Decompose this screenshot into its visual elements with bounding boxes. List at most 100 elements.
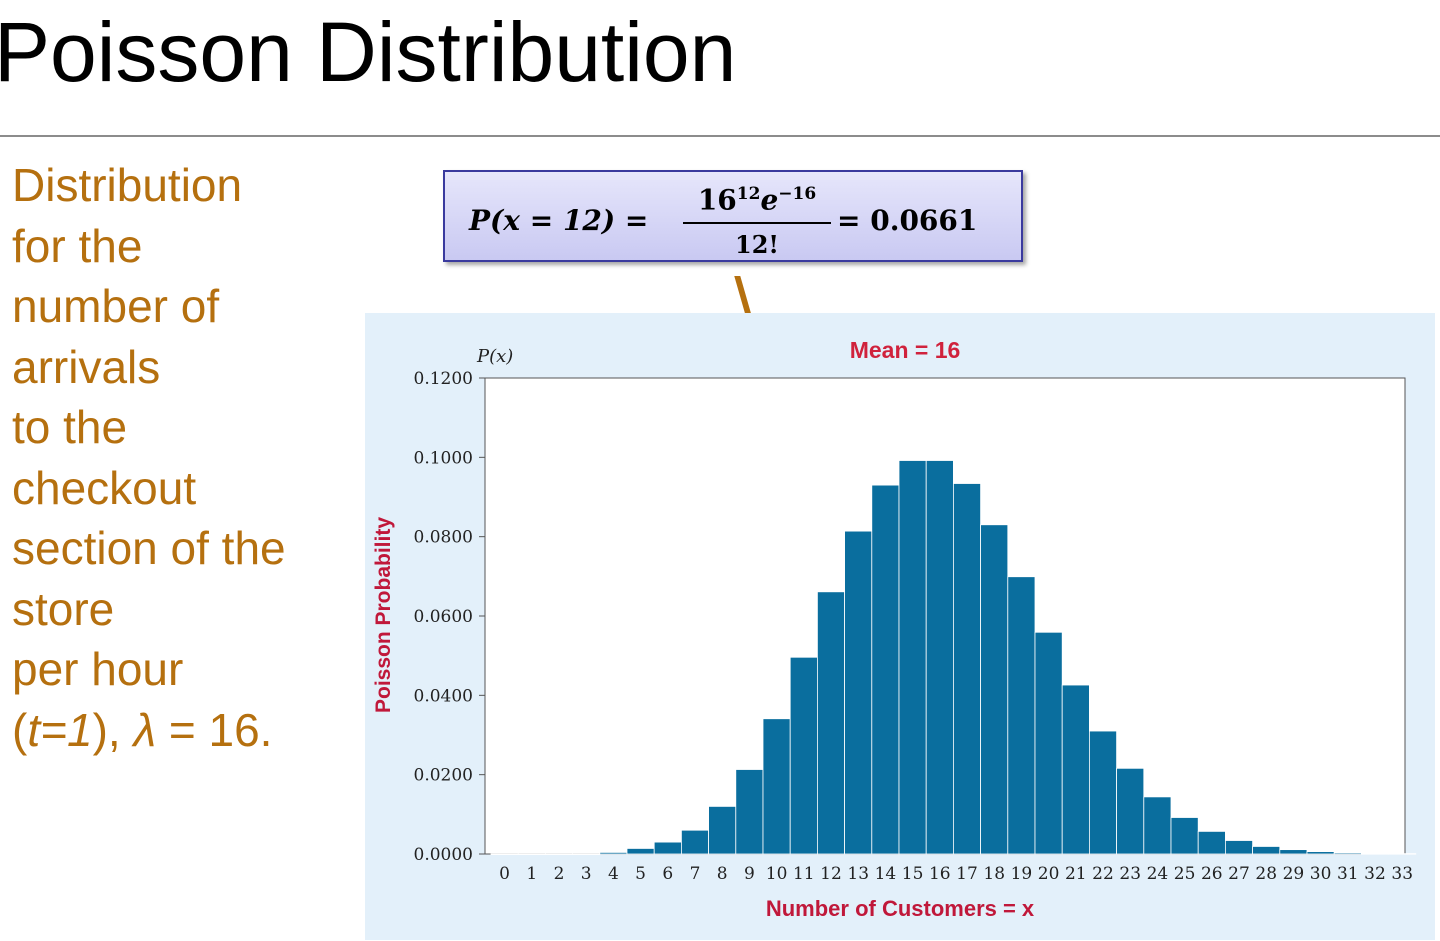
- x-tick-label: 32: [1364, 864, 1386, 884]
- y-tick-label: 0.0000: [414, 845, 473, 865]
- bar-11: [789, 656, 818, 855]
- x-tick-label: 29: [1283, 864, 1305, 884]
- slide-title: Poisson Distribution: [0, 5, 737, 99]
- bar-2: [544, 853, 573, 856]
- y-tick-label: 0.0600: [414, 607, 473, 627]
- bar-20: [1034, 631, 1063, 855]
- x-tick-label: 31: [1337, 864, 1359, 884]
- formula-callout: P(x = 12) = 1612e−16 12! = 0.0661: [443, 170, 1023, 262]
- bar-17: [953, 483, 982, 855]
- y-tick-label: 0.0800: [414, 528, 473, 548]
- y-axis-top-label: P(x): [476, 346, 513, 367]
- x-tick-label: 16: [929, 864, 951, 884]
- x-tick-label: 2: [554, 864, 565, 884]
- formula-result: = 0.0661: [837, 204, 978, 237]
- bar-9: [735, 769, 764, 855]
- chart-title: Mean = 16: [850, 337, 961, 363]
- description-line: store: [12, 582, 115, 635]
- bar-19: [1007, 576, 1036, 855]
- x-tick-label: 12: [820, 864, 842, 884]
- y-tick-label: 0.1000: [414, 448, 473, 468]
- x-tick-label: 22: [1092, 864, 1114, 884]
- x-tick-label: 11: [793, 864, 815, 884]
- description-line: to the: [12, 401, 128, 453]
- bar-7: [680, 829, 709, 855]
- bar-6: [653, 841, 682, 855]
- x-tick-label: 26: [1201, 864, 1223, 884]
- formula-e: e: [760, 183, 779, 217]
- x-tick-label: 5: [635, 864, 646, 884]
- x-tick-label: 33: [1391, 864, 1413, 884]
- x-axis-label: Number of Customers = x: [766, 896, 1035, 921]
- bar-21: [1061, 684, 1090, 855]
- bar-12: [816, 591, 845, 855]
- x-tick-label: 10: [766, 864, 788, 884]
- bar-8: [708, 805, 737, 855]
- title-divider: [0, 135, 1440, 137]
- y-tick-label: 0.0200: [414, 766, 473, 786]
- x-tick-label: 21: [1065, 864, 1087, 884]
- bar-3: [572, 853, 601, 856]
- x-tick-label: 20: [1038, 864, 1060, 884]
- y-tick-label: 0.1200: [414, 369, 473, 389]
- bar-14: [871, 484, 900, 855]
- description-line: per hour: [12, 643, 184, 695]
- x-tick-label: 7: [690, 864, 701, 884]
- x-tick-label: 25: [1174, 864, 1196, 884]
- bar-23: [1116, 767, 1145, 855]
- bar-1: [517, 853, 546, 856]
- bar-24: [1143, 796, 1172, 855]
- bar-27: [1225, 840, 1254, 855]
- poisson-bar-chart: 0.0000 0.0200 0.0400 0.0600 0.0800 0.1000 0.12…: [372, 337, 1417, 921]
- bar-13: [844, 530, 873, 855]
- description-line: checkout: [12, 461, 197, 514]
- bar-10: [762, 718, 791, 855]
- x-tick-label: 24: [1147, 864, 1169, 884]
- x-tick-label: 19: [1011, 864, 1033, 884]
- x-tick-label: 1: [526, 864, 537, 884]
- chart-panel: 0.0000 0.0200 0.0400 0.0600 0.0800 0.1000 0.12…: [365, 313, 1435, 940]
- x-tick-label: 8: [717, 864, 728, 884]
- x-tick-label: 4: [608, 864, 619, 884]
- x-tick-label: 9: [744, 864, 755, 884]
- description-line-lambda: (t=1), λ = 16.: [12, 703, 273, 756]
- x-tick-label: 6: [662, 864, 673, 884]
- x-tick-label: 28: [1255, 864, 1277, 884]
- x-tick-label: 0: [499, 864, 510, 884]
- bar-32: [1361, 853, 1390, 855]
- bar-0: [490, 853, 519, 856]
- formula-fraction: 1612e−16 12!: [683, 174, 831, 264]
- y-tick-label: 0.0400: [414, 686, 473, 706]
- bar-31: [1333, 852, 1362, 855]
- bar-16: [925, 460, 954, 855]
- description-line: section of the: [12, 522, 286, 574]
- description-text: Distribution for the number of arrivals …: [12, 155, 352, 760]
- bar-5: [626, 848, 655, 855]
- bar-25: [1170, 817, 1199, 855]
- bar-4: [599, 852, 628, 855]
- description-line: for the: [12, 219, 143, 272]
- formula-base-exponent: 12: [736, 184, 761, 204]
- bar-18: [980, 524, 1009, 855]
- x-tick-label: 30: [1310, 864, 1332, 884]
- formula-lhs: P(x = 12) =: [469, 204, 649, 237]
- x-tick-label: 3: [581, 864, 592, 884]
- description-line: Distribution: [12, 159, 243, 211]
- bar-28: [1252, 846, 1281, 855]
- callout-pointer: [734, 276, 752, 316]
- formula-denominator: 12!: [735, 230, 779, 260]
- formula-e-exponent: −16: [778, 184, 817, 204]
- x-tick-label: 23: [1119, 864, 1141, 884]
- y-axis-label: Poisson Probability: [372, 517, 395, 713]
- x-tick-label: 14: [875, 864, 897, 884]
- formula-numerator: 1612e−16: [683, 174, 831, 220]
- formula-base: 16: [697, 183, 737, 217]
- bar-26: [1197, 830, 1226, 855]
- bar-29: [1279, 849, 1308, 855]
- x-tick-label: 27: [1228, 864, 1250, 884]
- description-line: arrivals: [12, 340, 161, 393]
- bar-33: [1388, 853, 1417, 855]
- x-tick-label: 15: [902, 864, 924, 884]
- description-line: number of: [12, 280, 220, 332]
- x-tick-label: 17: [956, 864, 978, 884]
